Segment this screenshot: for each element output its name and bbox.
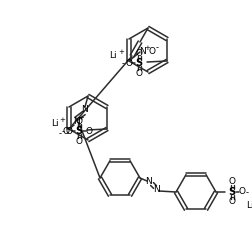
Text: -: - [121,59,124,68]
Text: Li: Li [246,200,252,209]
Text: O: O [62,126,70,136]
Text: -: - [245,188,248,197]
Text: Li: Li [51,118,59,128]
Text: S: S [76,126,83,136]
Text: N: N [146,177,152,187]
Text: -: - [58,129,61,138]
Text: O: O [136,68,143,78]
Text: -: - [61,128,65,137]
Text: S: S [228,187,236,197]
Text: O: O [66,126,73,136]
Text: O: O [125,59,133,67]
Text: +: + [78,115,84,121]
Text: N: N [81,106,87,114]
Text: Li: Li [109,51,117,59]
Text: +: + [118,49,124,55]
Text: O: O [76,117,83,125]
Text: O: O [238,188,245,196]
Text: -: - [155,43,159,52]
Text: +: + [59,117,65,123]
Text: O: O [136,48,143,58]
Text: O: O [148,47,155,55]
Text: O: O [76,137,83,145]
Text: +: + [144,45,150,51]
Text: N: N [154,184,160,193]
Text: O: O [229,197,236,207]
Text: O: O [85,126,92,136]
Text: N: N [140,47,146,55]
Text: N: N [73,118,79,126]
Text: O: O [229,177,236,187]
Text: S: S [136,58,143,68]
